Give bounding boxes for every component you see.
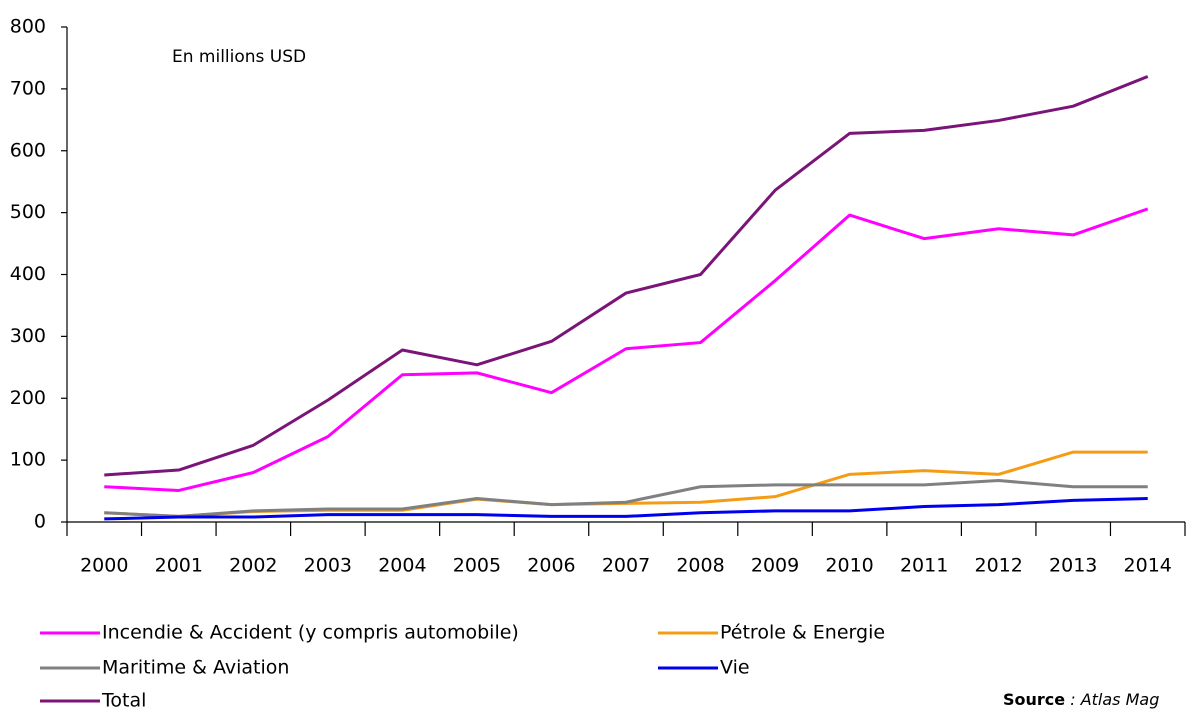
legend-label: Incendie & Accident (y compris automobil… (102, 622, 519, 644)
x-tick-label: 2008 (676, 555, 724, 577)
y-tick-label: 0 (34, 511, 46, 533)
y-tick-label: 100 (10, 449, 46, 471)
x-tick-label: 2011 (900, 555, 948, 577)
x-tick-label: 2000 (80, 555, 128, 577)
x-tick-label: 2007 (602, 555, 650, 577)
series-line (104, 75, 1149, 477)
annotation: En millions USD (172, 47, 306, 67)
legend-label: Total (101, 690, 146, 711)
x-tick-label: 2010 (825, 555, 873, 577)
y-tick-label: 300 (10, 325, 46, 347)
y-tick-label: 500 (10, 201, 46, 223)
x-tick-label: 2001 (155, 555, 203, 577)
x-tick-label: 2014 (1124, 555, 1172, 577)
x-tick-label: 2006 (527, 555, 575, 577)
series-line (104, 496, 1148, 521)
x-tick-label: 2004 (378, 555, 426, 577)
x-tick-label: 2013 (1049, 555, 1097, 577)
legend-label: Pétrole & Energie (720, 622, 885, 644)
legend-label: Vie (720, 657, 750, 679)
source: Source : Atlas Mag (1003, 690, 1159, 709)
source-text: : Atlas Mag (1065, 690, 1159, 709)
x-tick-label: 2012 (974, 555, 1022, 577)
y-tick-label: 400 (10, 263, 46, 285)
legend-label: Maritime & Aviation (102, 657, 289, 679)
x-tick-label: 2005 (453, 555, 501, 577)
source-label: Source (1003, 690, 1065, 709)
series-line (104, 479, 1148, 518)
x-tick-label: 2009 (751, 555, 799, 577)
x-tick-label: 2002 (229, 555, 277, 577)
y-tick-label: 800 (10, 16, 46, 38)
x-tick-label: 2003 (304, 555, 352, 577)
series-line (104, 207, 1149, 492)
y-tick-label: 700 (10, 77, 46, 99)
y-tick-label: 600 (10, 139, 46, 161)
y-tick-label: 200 (10, 387, 46, 409)
series-line (104, 450, 1148, 518)
